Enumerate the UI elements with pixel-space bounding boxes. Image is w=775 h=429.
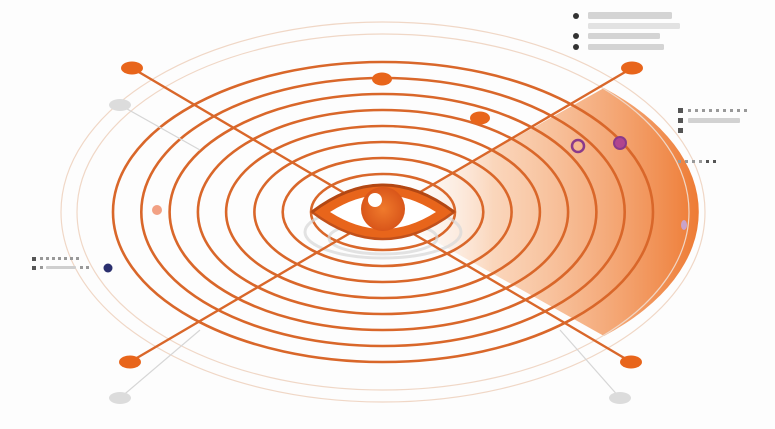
endpoint-nodes (119, 61, 643, 369)
node-bottom-left (119, 355, 141, 369)
node-edge-right (681, 220, 687, 230)
legend-right (678, 108, 747, 163)
node-pink (152, 205, 162, 215)
placeholder-nodes (109, 99, 631, 404)
node-purple-2 (613, 136, 627, 150)
legend-left (32, 257, 89, 270)
ring-2 (281, 156, 485, 268)
ring-6 (168, 92, 598, 332)
node-bottom-right (620, 355, 642, 369)
legend-top-right (573, 12, 680, 50)
eye-icon (309, 183, 457, 241)
node-upper-right (470, 111, 490, 125)
node-top-right (621, 61, 643, 75)
node-top-center (372, 72, 392, 86)
outer-guides (60, 21, 706, 403)
node-top-left (121, 61, 143, 75)
faint-connectors (119, 104, 621, 399)
ring-4 (224, 124, 542, 300)
node-navy (103, 263, 113, 273)
ring-8 (111, 60, 655, 364)
node-purple-1 (570, 138, 586, 154)
ring-3 (253, 140, 513, 284)
ring-5 (196, 108, 570, 316)
